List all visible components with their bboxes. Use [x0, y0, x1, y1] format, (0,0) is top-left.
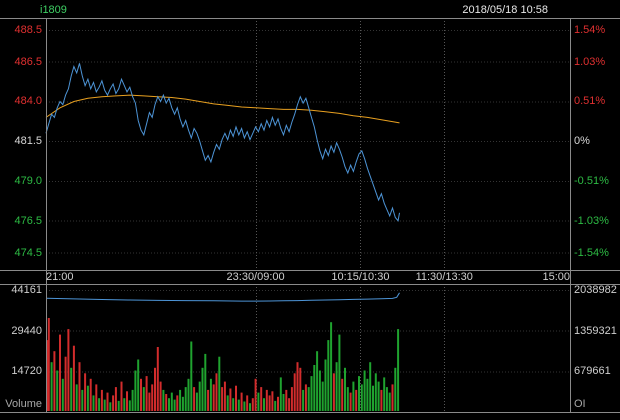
- volume-axis-label: 29440: [11, 324, 42, 337]
- volume-axis-label: 44161: [11, 283, 42, 296]
- datetime-label: 2018/05/18 10:58: [462, 4, 548, 16]
- oi-axis-label: 2038982: [574, 283, 617, 296]
- percent-axis-label: 0%: [574, 135, 590, 148]
- time-axis-label: 21:00: [46, 271, 74, 283]
- price-axis-label: 488.5: [14, 23, 42, 36]
- percent-axis-label: -1.03%: [574, 214, 609, 227]
- percent-axis-label: 1.03%: [574, 55, 606, 68]
- percent-axis-label: -0.51%: [574, 174, 609, 187]
- oi-axis-label: 679661: [574, 365, 611, 378]
- time-axis-label: 11:30/13:30: [415, 271, 473, 283]
- price-axis-label: 474.5: [14, 246, 42, 259]
- oi-axis-label: 1359321: [574, 324, 617, 337]
- time-axis-label: 10:15/10:30: [331, 271, 390, 283]
- price-axis-label: 484.0: [14, 95, 42, 108]
- time-axis-label: 15:00: [542, 271, 570, 283]
- symbol-label: i1809: [40, 4, 67, 16]
- price-axis-label: 481.5: [14, 135, 42, 148]
- price-axis-label: 486.5: [14, 55, 42, 68]
- percent-axis-label: 0.51%: [574, 95, 606, 108]
- oi-caption: OI: [574, 398, 586, 410]
- volume-axis-label: 14720: [11, 365, 42, 378]
- price-axis-label: 476.5: [14, 214, 42, 227]
- percent-axis-label: 1.54%: [574, 23, 606, 36]
- time-axis-label: 23:30/09:00: [226, 271, 285, 283]
- price-axis-label: 479.0: [14, 174, 42, 187]
- volume-caption: Volume: [5, 398, 42, 410]
- percent-axis-label: -1.54%: [574, 246, 609, 259]
